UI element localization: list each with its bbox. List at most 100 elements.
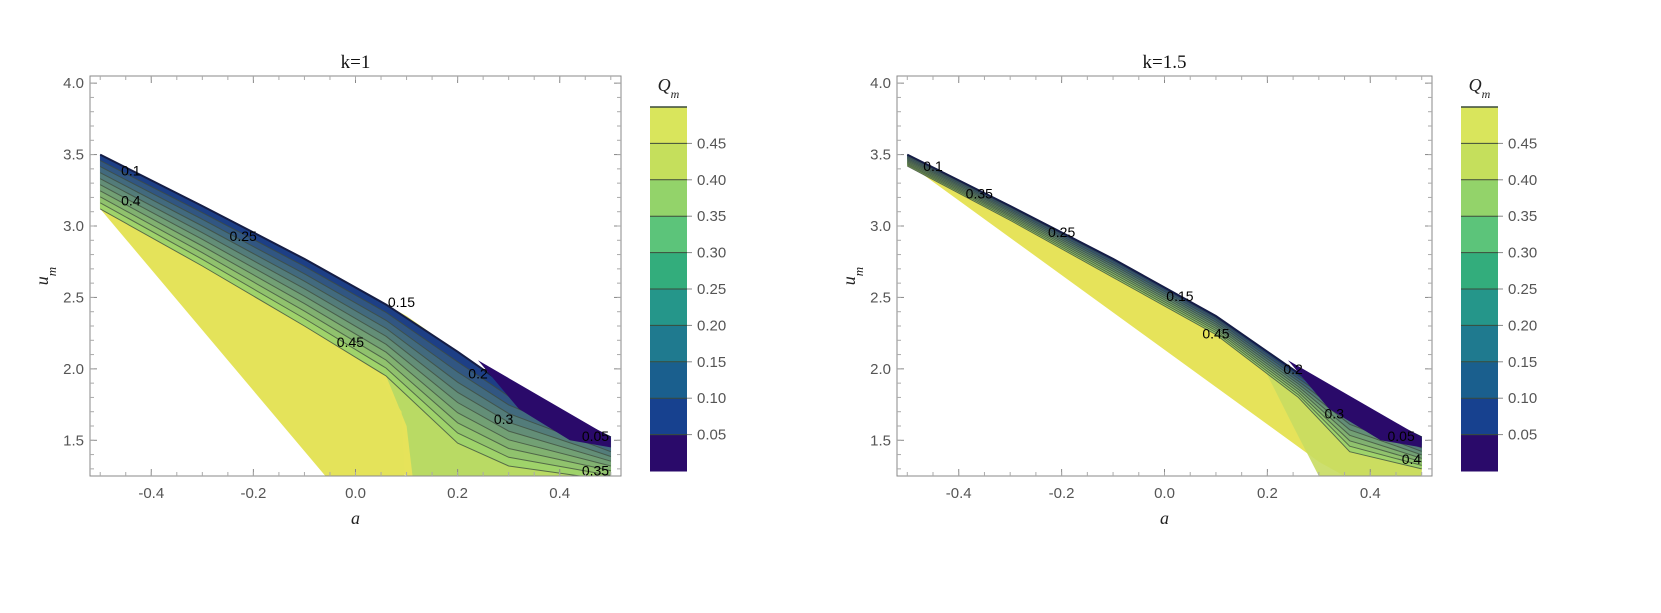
colorbar-tick-label: 0.45 [697,135,726,152]
colorbar-tick-label: 0.05 [697,427,726,444]
y-tick-label: 4.0 [63,75,84,92]
contour-line [99,172,611,453]
contour-line [99,196,611,472]
contour-line [907,164,1422,466]
contour-label: 0.35 [966,185,993,201]
y-axis-label: um [32,267,59,285]
colorbar-swatch [650,179,687,217]
colorbar-swatch [650,325,687,363]
colorbar-title-main: Q [658,75,671,95]
y-tick-label: 2.5 [870,289,891,306]
colorbar-title-main: Q [1469,75,1482,95]
chart-title: k=1.5 [1143,52,1187,73]
colorbar-tick-label: 0.20 [697,317,726,334]
y-axis-label: um [839,267,866,285]
colorbar-swatch [1461,434,1498,472]
y-axis-label-sub: m [44,267,59,276]
y-tick-label: 2.5 [63,289,84,306]
colorbar-tick-label: 0.40 [697,172,726,189]
x-axis-label: a [351,508,360,528]
colorbar-swatch [1461,361,1498,399]
colorbar-swatch [1461,143,1498,181]
min-region [478,360,611,448]
colorbar-title-sub: m [671,87,680,101]
y-tick-label: 3.5 [63,147,84,164]
contour-label: 0.35 [582,462,609,478]
x-tick-label: 0.0 [1154,485,1175,502]
colorbar-title: Qm [1469,75,1491,101]
colorbar-tick-label: 0.10 [697,390,726,407]
colorbar-tick-label: 0.35 [1508,208,1537,225]
colorbar-tick-label: 0.25 [697,281,726,298]
contour-label: 0.25 [230,228,257,244]
contour-line [907,160,1422,456]
contour-line [99,166,611,448]
contour-label: 0.45 [1202,325,1229,341]
contour-line [99,208,584,476]
colorbar-swatch [1461,252,1498,290]
x-tick-label: 0.2 [447,485,468,502]
x-tick-label: 0.0 [345,485,366,502]
y-axis-label-sub: m [851,267,866,276]
contour-label: 0.25 [1048,224,1075,240]
x-tick-label: 0.2 [1257,485,1278,502]
contour-label: 0.2 [1283,361,1303,377]
chart-panel-1: 0.1 0.4 0.25 0.15 0.45 0.2 0.3 0.05 0.35 -0.4 -0.2… [32,52,726,528]
contour-label: 0.05 [582,428,609,444]
y-tick-label: 4.0 [870,75,891,92]
colorbar-tick-label: 0.20 [1508,317,1537,334]
colorbar-swatch [650,252,687,290]
x-tick-label: -0.2 [240,485,266,502]
colorbar-tick-label: 0.15 [1508,354,1537,371]
contour-line [99,178,611,457]
x-tick-label: 0.4 [549,485,570,502]
contour-label: 0.15 [388,294,415,310]
contour-label: 0.05 [1388,428,1415,444]
x-tick-label: 0.4 [1360,485,1381,502]
colorbar-tick-label: 0.30 [697,245,726,262]
contour-field: 0.1 0.4 0.25 0.15 0.45 0.2 0.3 0.05 0.35 [99,153,612,478]
contour-line [99,190,611,467]
y-tick-label: 1.5 [63,432,84,449]
contour-label: 0.15 [1166,288,1193,304]
colorbar-swatch [650,107,687,144]
contour-label: 0.3 [494,411,514,427]
contour-line [907,163,1422,463]
y-axis-label-main: u [839,276,859,285]
contour-label: 0.1 [923,158,943,174]
colorbar-swatch [650,398,687,436]
colorbar-swatch [1461,398,1498,436]
colorbar-swatch [650,216,687,254]
colorbar-swatch [650,289,687,326]
colorbar-tick-label: 0.40 [1508,172,1537,189]
contour-label: 0.4 [1402,451,1422,467]
x-tick-label: -0.4 [946,485,972,502]
colorbar-swatch [1461,216,1498,254]
pale-yellow-region [100,208,405,476]
chart-panel-2: 0.1 0.35 0.25 0.15 0.45 0.2 0.3 0.05 0.4 -0.4 -0.2… [839,52,1537,528]
contour-label: 0.2 [468,365,488,381]
y-axis-label-main: u [32,276,52,285]
y-tick-label: 1.5 [870,432,891,449]
colorbar-swatch [650,361,687,399]
colorbar-title-sub: m [1482,87,1491,101]
colorbar-tick-label: 0.10 [1508,390,1537,407]
x-tick-label: -0.4 [138,485,164,502]
contour-line [907,165,1422,470]
y-tick-label: 3.0 [63,218,84,235]
contour-field: 0.1 0.35 0.25 0.15 0.45 0.2 0.3 0.05 0.4 [906,153,1423,476]
y-tick-label: 3.5 [870,147,891,164]
colorbar-swatch [650,143,687,181]
colorbar-swatch [1461,107,1498,144]
contour-line [99,184,611,462]
colorbar-swatch [1461,289,1498,326]
contour-line [907,159,1422,452]
y-tick-label: 2.0 [63,361,84,378]
contour-label: 0.1 [121,162,141,178]
colorbar-tick-label: 0.45 [1508,135,1537,152]
contour-label: 0.3 [1325,405,1345,421]
y-tick-label: 3.0 [870,218,891,235]
contour-label: 0.4 [121,192,141,208]
colorbar-tick-label: 0.30 [1508,245,1537,262]
